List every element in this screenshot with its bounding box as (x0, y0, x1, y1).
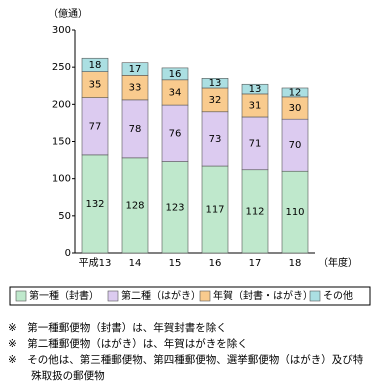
x-tick-label: 18 (289, 258, 302, 269)
note: ※ その他は、第三種郵便物、第四種郵便物、選挙郵便物（はがき）及び特殊取扱の郵便… (8, 354, 364, 382)
bar-segment (161, 67, 189, 81)
legend-swatch (107, 290, 119, 302)
chart: （億通） （年度） 0 50 100 150 200 250 300 平成13 132 77 35 1… (9, 7, 371, 306)
x-tick-label: 17 (249, 258, 262, 269)
legend-label: 第二種（はがき） (121, 289, 201, 302)
y-tick-label: 100 (52, 174, 71, 185)
bar-segment (201, 111, 229, 167)
bar-segment (81, 154, 109, 254)
data-label: 77 (89, 121, 102, 132)
data-label: 71 (249, 138, 262, 149)
data-label: 17 (129, 64, 142, 75)
data-label: 32 (209, 95, 222, 106)
note: ※ 第一種郵便物（封書）は、年賀封書を除く (8, 322, 227, 334)
bar-segment (121, 99, 149, 159)
legend-swatch (199, 290, 211, 302)
data-label: 31 (249, 100, 262, 111)
bar-segment (281, 118, 309, 172)
bar-segment (241, 116, 269, 171)
legend-label: 年賀（封書・はがき） (213, 289, 313, 302)
data-label: 16 (169, 69, 182, 80)
x-tick-label: 14 (129, 258, 142, 269)
bar-segment (241, 169, 269, 254)
y-tick-label: 50 (58, 211, 71, 222)
data-label: 117 (205, 205, 224, 216)
bar-segment (201, 78, 229, 89)
bar-segment (161, 79, 189, 106)
data-label: 78 (129, 124, 142, 135)
bar-segment (281, 170, 309, 254)
data-label: 112 (245, 206, 264, 217)
data-label: 123 (165, 202, 184, 213)
bar-segment (81, 57, 109, 72)
bar-segment (81, 97, 109, 156)
bar-segment (161, 104, 189, 162)
x-tick-label: 16 (209, 258, 222, 269)
bar-segment (121, 75, 149, 101)
notes: ※ 第一種郵便物（封書）は、年賀封書を除く ※ 第二種郵便物（はがき）は、年賀はが… (8, 320, 368, 384)
legend-box (9, 286, 371, 306)
data-label: 70 (289, 140, 302, 151)
bar-segment (281, 87, 309, 98)
data-label: 132 (85, 199, 104, 210)
data-label: 76 (169, 128, 182, 139)
legend-label: 第一種（封書） (29, 289, 99, 302)
data-label: 34 (169, 87, 182, 98)
data-label: 30 (289, 103, 302, 114)
x-tick-label: 15 (169, 258, 182, 269)
data-label: 13 (249, 84, 262, 95)
bar-segment (121, 62, 149, 76)
y-unit: （億通） (48, 7, 88, 20)
x-tick-label: 平成13 (79, 257, 112, 269)
data-label: 18 (89, 60, 102, 71)
y-tick-label: 200 (52, 99, 71, 110)
legend-swatch (15, 290, 27, 302)
data-label: 33 (129, 83, 142, 94)
data-label: 110 (285, 207, 304, 218)
bar-segment (201, 165, 229, 254)
data-label: 35 (89, 80, 102, 91)
y-tick-label: 0 (65, 248, 71, 259)
x-unit: （年度） (318, 256, 358, 269)
legend-label: その他 (323, 289, 353, 302)
data-label: 13 (209, 78, 222, 89)
y-tick-label: 300 (52, 25, 71, 36)
data-label: 73 (209, 134, 222, 145)
bar-segment (241, 83, 269, 95)
note: ※ 第二種郵便物（はがき）は、年賀はがきを除く (8, 338, 248, 350)
y-tick-label: 250 (52, 62, 71, 73)
legend-swatch (309, 290, 321, 302)
data-label: 12 (289, 87, 302, 98)
y-tick-label: 150 (52, 137, 71, 148)
data-label: 128 (125, 200, 144, 211)
